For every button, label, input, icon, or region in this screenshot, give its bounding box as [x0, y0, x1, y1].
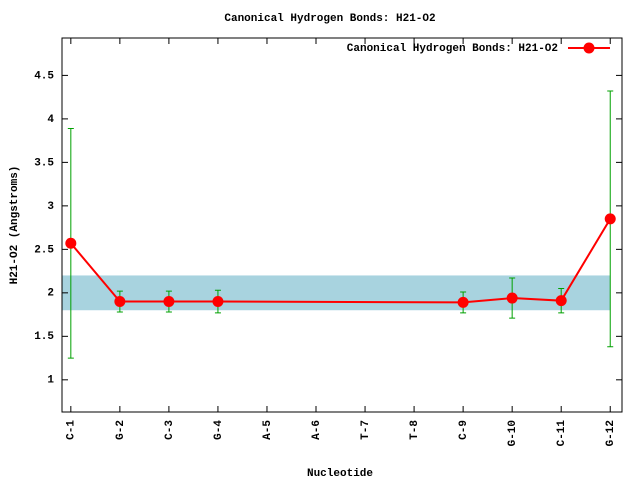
y-tick-label: 1 — [47, 375, 54, 387]
x-tick-label: A-5 — [262, 420, 274, 440]
x-tick-label: T-8 — [409, 420, 421, 440]
data-point — [114, 296, 126, 308]
x-tick-label: C-9 — [458, 420, 470, 440]
x-tick-label: G-12 — [605, 420, 617, 446]
x-axis-label: Nucleotide — [307, 468, 373, 480]
reference-band — [62, 275, 611, 311]
data-point — [604, 213, 616, 225]
y-tick-label: 3.5 — [34, 157, 54, 169]
legend-label: Canonical Hydrogen Bonds: H21-O2 — [347, 43, 558, 55]
data-point — [65, 237, 77, 249]
y-tick-label: 2.5 — [34, 244, 54, 256]
data-point — [163, 296, 175, 308]
plot-frame — [61, 37, 623, 413]
x-tick-label: C-3 — [164, 420, 176, 440]
data-point — [212, 296, 224, 308]
x-tick-label: C-11 — [556, 420, 568, 447]
y-tick-label: 4.5 — [34, 70, 54, 82]
y-axis-label: H21-O2 (Angstroms) — [9, 166, 21, 285]
y-tick-label: 4 — [47, 114, 54, 126]
data-point — [506, 292, 518, 304]
x-tick-label: T-7 — [360, 420, 372, 440]
x-tick-label: C-1 — [66, 420, 78, 440]
data-point — [457, 296, 469, 308]
data-point — [555, 295, 567, 307]
x-tick-label: G-4 — [213, 420, 225, 440]
x-tick-label: G-2 — [115, 420, 127, 440]
y-tick-label: 3 — [47, 201, 54, 213]
series-line — [70, 218, 612, 304]
legend-marker — [583, 42, 595, 54]
y-tick-label: 1.5 — [34, 331, 54, 343]
chart-title: Canonical Hydrogen Bonds: H21-O2 — [224, 13, 435, 25]
x-tick-label: A-6 — [311, 420, 323, 440]
y-tick-label: 2 — [47, 288, 54, 300]
x-tick-label: G-10 — [507, 420, 519, 446]
